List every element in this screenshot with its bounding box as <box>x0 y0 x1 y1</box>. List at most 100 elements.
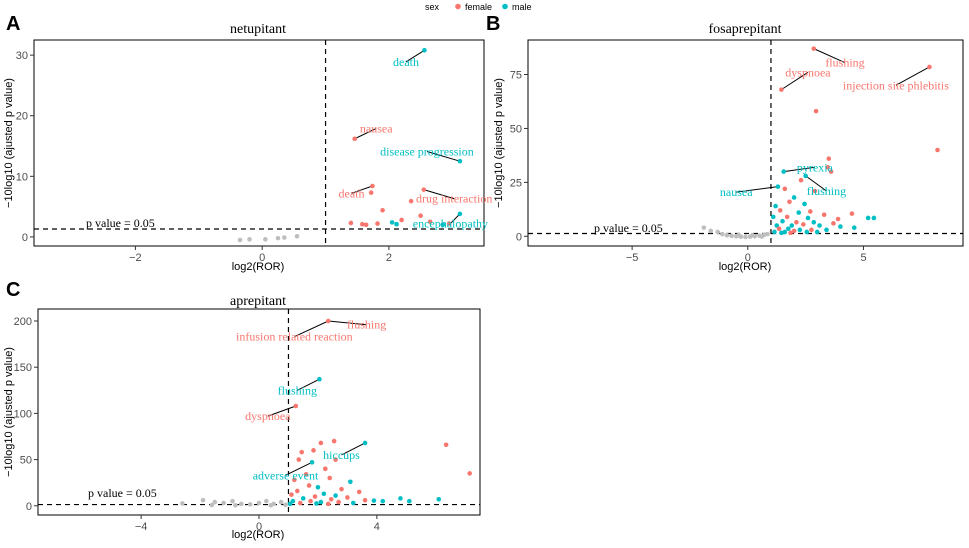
x-tick-label: 0 <box>745 252 751 264</box>
data-point-female <box>293 403 299 409</box>
annotation-label: encephalopathy <box>413 217 488 231</box>
data-point-male <box>394 221 399 227</box>
data-point-female <box>339 486 344 492</box>
leader-lines <box>267 320 367 476</box>
data-point-nonsig <box>247 237 252 242</box>
legend-title: sex <box>425 2 440 12</box>
annotation-leader <box>328 320 367 326</box>
plot-frame <box>33 39 485 247</box>
y-tick-label: 10 <box>16 171 28 183</box>
legend-female-label: female <box>465 2 492 12</box>
annotation-label: dyspnoea <box>245 409 291 423</box>
data-point-female <box>826 156 832 161</box>
data-point-female <box>327 475 333 481</box>
pvalue-label: p value = 0.05 <box>88 486 157 500</box>
data-point-nonsig <box>263 237 268 242</box>
data-point-female <box>831 221 836 226</box>
data-point-female <box>794 219 799 225</box>
leader-lines <box>351 49 461 224</box>
annotation-label: dyspnoea <box>785 65 831 79</box>
data-point-female <box>443 442 449 448</box>
data-point-female <box>427 219 433 225</box>
data-point-nonsig <box>750 232 755 238</box>
data-point-female <box>418 213 423 219</box>
data-point-male <box>824 227 829 233</box>
chart-title: fosaprepitant <box>708 22 781 37</box>
data-point-female <box>801 222 806 227</box>
data-point-nonsig <box>701 225 707 230</box>
data-point-female <box>318 440 324 446</box>
data-point-male <box>457 211 463 217</box>
annotation-leader <box>423 189 455 200</box>
annotation-label: injection site phlebitis <box>843 78 949 92</box>
data-point-nonsig <box>765 231 770 237</box>
data-point-nonsig <box>729 233 734 239</box>
reference-lines <box>34 40 484 246</box>
annotation-label: flushing <box>807 184 846 198</box>
data-point-female <box>311 448 316 453</box>
data-point-female <box>299 449 305 455</box>
data-point-female <box>446 221 452 226</box>
data-point-female <box>323 466 328 472</box>
data-point-nonsig <box>743 234 748 240</box>
y-tick-label: 75 <box>510 70 522 82</box>
data-point-female <box>791 228 797 234</box>
annotation-label: nausea <box>720 185 753 199</box>
data-point-nonsig <box>282 235 287 240</box>
data-point-male <box>406 498 412 504</box>
data-point-male <box>300 496 306 501</box>
data-point-male <box>781 169 786 174</box>
x-tick-label: −4 <box>135 521 148 533</box>
axes: −4 0 4 0 50 100 150 200 <box>14 316 380 533</box>
data-point-female <box>363 222 369 228</box>
x-tick-label: −2 <box>129 252 142 264</box>
reference-lines <box>528 40 963 246</box>
data-point-male <box>865 215 871 221</box>
data-point-male <box>817 223 822 228</box>
legend: sex female male <box>425 2 532 12</box>
data-point-male <box>422 48 427 53</box>
data-point-female <box>779 87 784 92</box>
annotation-label: nausea <box>360 121 393 135</box>
data-point-male <box>811 219 817 225</box>
data-point-nonsig <box>212 499 218 505</box>
data-point-female <box>821 212 827 218</box>
x-axis-label: log2(ROR) <box>719 261 772 273</box>
y-tick-label: 100 <box>14 408 32 420</box>
data-point-male <box>782 229 788 235</box>
y-tick-label: 200 <box>14 316 32 328</box>
data-point-nonsig <box>221 500 226 506</box>
data-point-female <box>421 187 427 192</box>
panel-letter-b: B <box>486 13 500 35</box>
annotation-label: pyrexia <box>797 160 834 174</box>
data-point-male <box>804 229 810 235</box>
data-point-female <box>345 495 350 500</box>
annotation-label: death <box>393 55 419 69</box>
panel-letter-a: A <box>6 13 20 35</box>
data-point-female <box>312 494 318 499</box>
data-point-female <box>306 483 312 488</box>
data-point-nonsig <box>724 232 730 238</box>
data-point-male <box>389 220 395 225</box>
y-tick-label: 0 <box>516 231 522 243</box>
x-tick-label: 4 <box>374 521 380 533</box>
data-point-nonsig <box>759 234 764 239</box>
data-point-nonsig <box>200 497 206 503</box>
x-axis-label: log2(ROR) <box>232 261 285 273</box>
y-axis-label: −10log10 (ajusted p value) <box>3 347 15 477</box>
data-point-male <box>350 500 356 506</box>
data-point-male <box>773 203 778 209</box>
data-point-nonsig <box>736 232 741 238</box>
data-point-male <box>348 479 353 485</box>
data-point-female <box>303 472 309 477</box>
data-point-female <box>776 226 782 232</box>
data-point-female <box>935 147 940 153</box>
annotation-leader <box>783 166 815 173</box>
data-point-female <box>362 497 368 503</box>
data-point-male <box>318 499 324 505</box>
data-point-female <box>356 489 362 495</box>
data-point-male <box>838 224 843 229</box>
data-point-male <box>309 460 315 465</box>
y-tick-label: 50 <box>20 455 32 467</box>
